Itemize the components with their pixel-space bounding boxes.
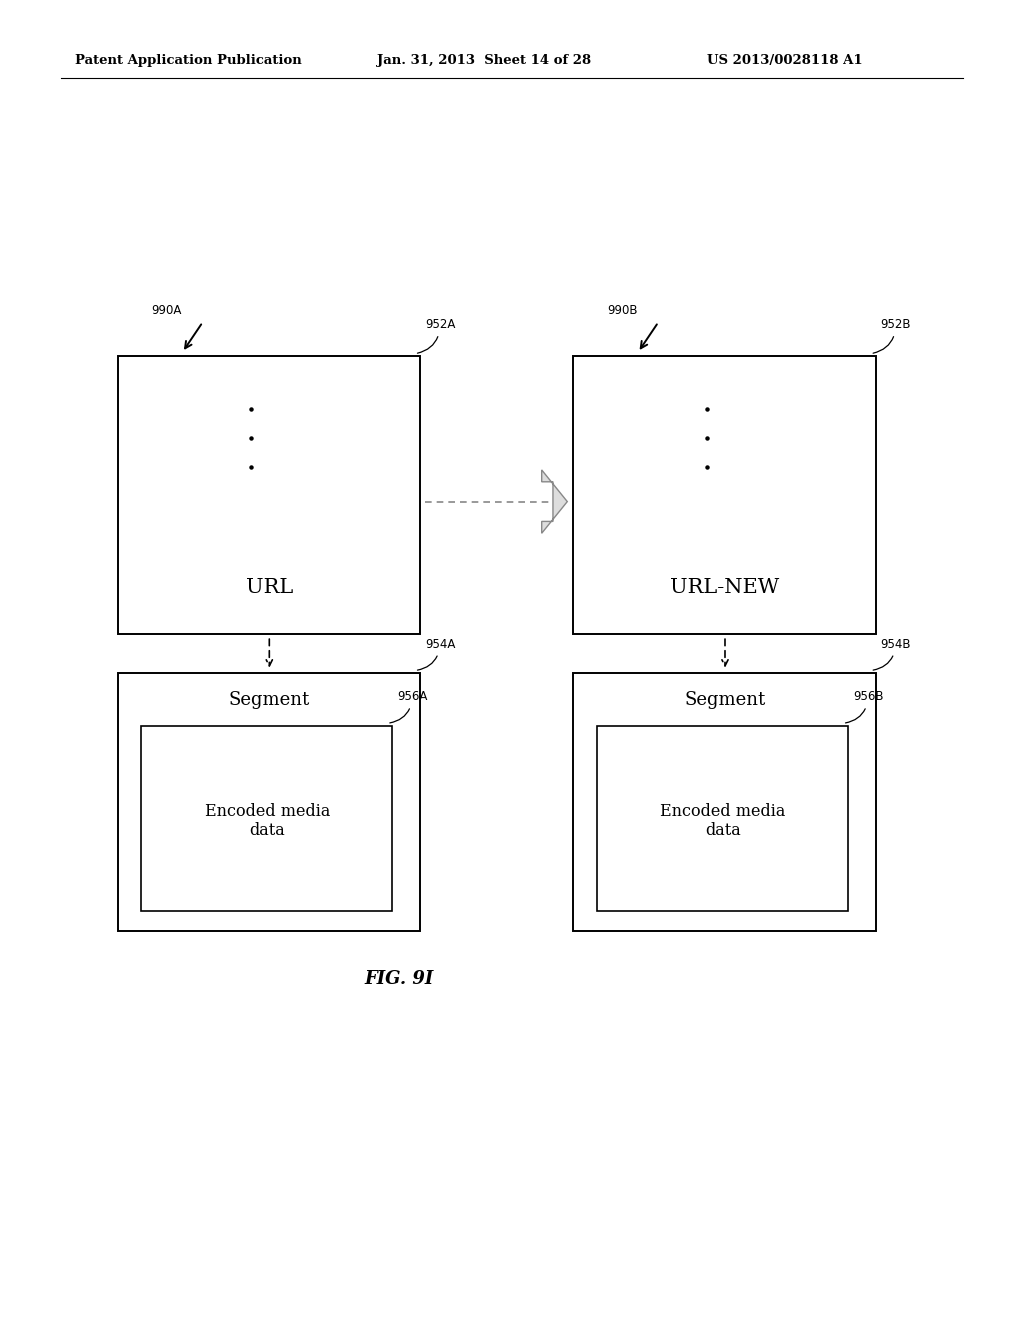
Bar	[118, 356, 420, 634]
Bar	[141, 726, 392, 911]
Text: Encoded media
data: Encoded media data	[205, 803, 330, 840]
Text: Segment: Segment	[228, 690, 310, 709]
Text: URL: URL	[246, 578, 293, 597]
Bar	[573, 356, 876, 634]
Text: 954A: 954A	[418, 638, 456, 671]
Bar	[118, 673, 420, 931]
Text: Encoded media
data: Encoded media data	[660, 803, 785, 840]
Text: Segment: Segment	[684, 690, 766, 709]
Text: Patent Application Publication: Patent Application Publication	[75, 54, 301, 67]
Text: Jan. 31, 2013  Sheet 14 of 28: Jan. 31, 2013 Sheet 14 of 28	[377, 54, 591, 67]
Text: 952A: 952A	[418, 318, 456, 354]
Text: 956B: 956B	[846, 690, 884, 723]
Text: 952B: 952B	[873, 318, 911, 354]
Text: 990B: 990B	[607, 304, 638, 317]
Text: 956A: 956A	[390, 690, 428, 723]
Bar	[597, 726, 848, 911]
Text: 954B: 954B	[873, 638, 911, 671]
Text: URL-NEW: URL-NEW	[671, 578, 779, 597]
Text: 990A: 990A	[152, 304, 182, 317]
Bar	[573, 673, 876, 931]
FancyArrow shape	[542, 470, 567, 533]
Text: FIG. 9I: FIG. 9I	[365, 970, 434, 989]
Text: US 2013/0028118 A1: US 2013/0028118 A1	[707, 54, 862, 67]
